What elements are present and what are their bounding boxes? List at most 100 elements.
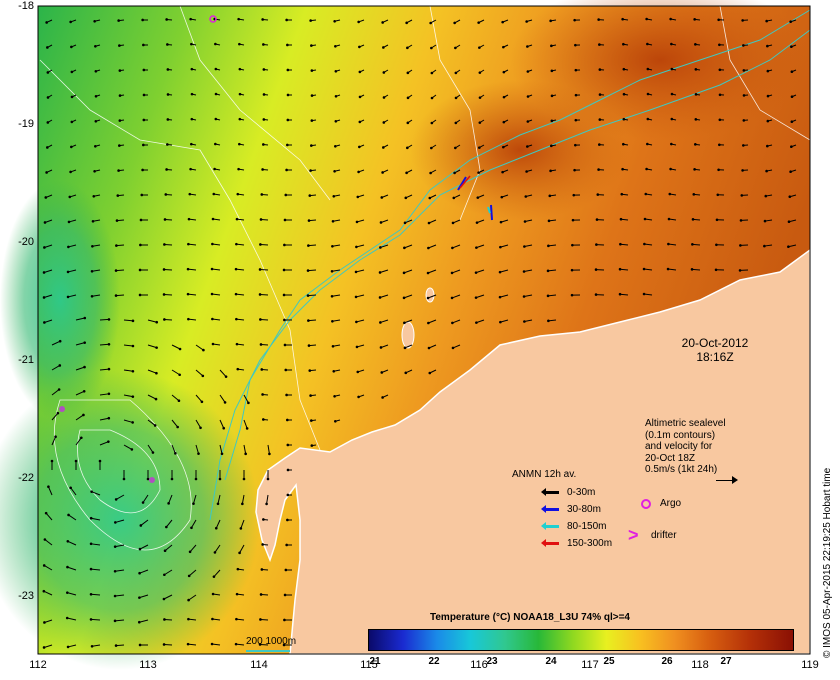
velocity-vector	[475, 269, 485, 274]
velocity-vector-head	[211, 592, 215, 596]
velocity-vector	[140, 519, 149, 526]
velocity-vector-head	[622, 67, 626, 71]
velocity-vector	[51, 436, 57, 446]
velocity-vector-head	[573, 18, 576, 22]
velocity-vector-head	[549, 169, 552, 173]
velocity-vector-head	[107, 318, 111, 321]
velocity-vector-head	[130, 448, 134, 451]
velocity-vector	[547, 269, 557, 272]
lat-tick-label: -18	[18, 0, 34, 12]
velocity-vector-head	[67, 245, 70, 249]
velocity-vector-head	[382, 71, 386, 74]
velocity-vector-head	[114, 521, 117, 524]
velocity-vector	[115, 594, 125, 597]
velocity-vector	[243, 419, 248, 429]
argo-float	[149, 477, 155, 483]
velocity-vector-head	[260, 368, 264, 371]
velocity-vector-head	[357, 395, 360, 399]
velocity-vector-head	[693, 18, 696, 21]
isobath-1000m	[209, 29, 811, 521]
velocity-vector-head	[188, 192, 192, 196]
velocity-vector-head	[245, 427, 249, 430]
velocity-vector-head	[139, 218, 143, 222]
velocity-vector-head	[44, 196, 48, 199]
velocity-vector	[188, 594, 197, 601]
velocity-vector	[99, 318, 110, 321]
arrow-icon	[541, 522, 559, 530]
time-label: 18:16Z	[696, 350, 734, 364]
velocity-vector-head	[284, 368, 288, 372]
velocity-vector-head	[142, 93, 146, 97]
velocity-vector-head	[58, 339, 62, 343]
velocity-vector	[114, 619, 125, 622]
velocity-vector-head	[83, 365, 86, 369]
velocity-vector-head	[355, 220, 359, 224]
velocity-vector-head	[310, 444, 314, 447]
velocity-vector	[188, 569, 197, 577]
velocity-vector-head	[666, 267, 670, 271]
velocity-vector-head	[427, 346, 431, 350]
velocity-vector-head	[201, 374, 205, 378]
velocity-vector-head	[178, 373, 181, 377]
velocity-vector-head	[523, 220, 527, 223]
argo-label: Argo	[660, 498, 682, 509]
velocity-vector	[243, 444, 247, 454]
velocity-vector-head	[284, 193, 288, 197]
velocity-vector	[643, 268, 653, 271]
velocity-vector	[115, 544, 125, 548]
velocity-vector	[523, 294, 533, 297]
velocity-vector-head	[430, 121, 434, 125]
velocity-vector	[51, 412, 59, 421]
velocity-vector-head	[258, 643, 262, 646]
velocity-vector	[643, 293, 653, 296]
velocity-vector-head	[306, 269, 310, 272]
velocity-vector-head	[189, 17, 192, 21]
velocity-vector	[75, 317, 85, 321]
velocity-vector-head	[234, 642, 238, 646]
velocity-vector-head	[138, 268, 142, 272]
velocity-vector	[331, 294, 341, 297]
velocity-vector-head	[619, 217, 623, 221]
velocity-vector-head	[309, 169, 312, 172]
velocity-vector-head	[502, 120, 506, 124]
sealevel-contour-2	[179, 5, 331, 201]
velocity-vector-head	[526, 145, 529, 148]
velocity-vector	[193, 494, 197, 504]
velocity-vector-head	[186, 267, 190, 271]
velocity-vector-head	[550, 119, 554, 123]
lon-tick-label: 115	[360, 659, 378, 671]
velocity-vector-head	[190, 526, 193, 530]
velocity-vector	[123, 369, 133, 372]
velocity-vector-head	[330, 269, 334, 273]
velocity-vector-head	[155, 320, 159, 324]
velocity-vector-head	[155, 371, 158, 375]
velocity-vector-head	[358, 45, 361, 49]
velocity-vector	[404, 319, 413, 324]
velocity-vector-head	[310, 69, 314, 72]
velocity-vector-head	[242, 477, 246, 481]
velocity-vector	[75, 342, 85, 346]
velocity-vector	[667, 268, 677, 271]
velocity-vector-head	[69, 170, 72, 174]
velocity-vector-head	[598, 68, 602, 71]
velocity-vector-head	[262, 43, 265, 46]
velocity-vector-head	[189, 167, 192, 171]
velocity-vector	[187, 268, 197, 271]
velocity-vector-head	[405, 171, 408, 175]
velocity-vector-head	[262, 93, 266, 96]
velocity-vector	[67, 592, 77, 596]
colorbar-tick: 26	[661, 656, 673, 667]
velocity-vector-head	[259, 618, 262, 621]
velocity-vector-head	[259, 318, 262, 321]
velocity-vector-head	[718, 43, 721, 47]
isobath-legend-line	[246, 650, 290, 652]
velocity-vector	[380, 244, 389, 248]
velocity-vector-head	[139, 524, 143, 527]
velocity-vector-head	[214, 526, 218, 530]
velocity-vector-head	[214, 142, 217, 146]
velocity-vector-head	[454, 121, 458, 125]
velocity-vector-head	[162, 293, 166, 296]
velocity-vector-head	[354, 270, 358, 274]
velocity-vector-head	[595, 243, 598, 246]
velocity-vector-head	[164, 193, 168, 196]
